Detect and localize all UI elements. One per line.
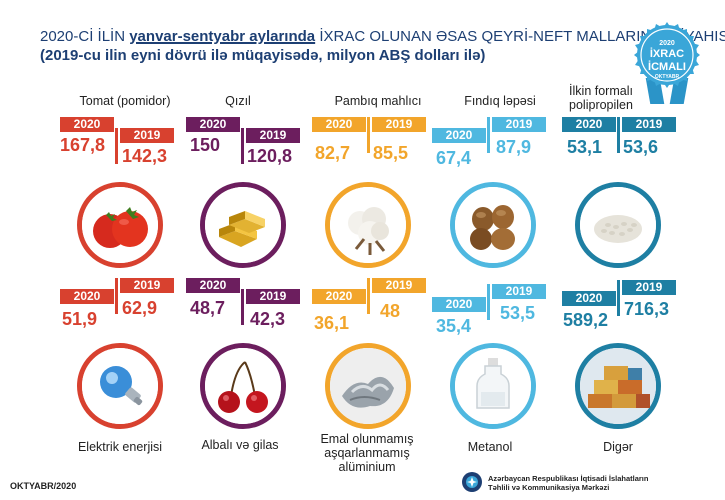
year-tag-2020: 2020 xyxy=(186,117,240,132)
year-tag-2019: 2019 xyxy=(246,289,300,304)
product-image-hazelnut xyxy=(450,182,536,268)
label-gold: Qızıl xyxy=(225,94,251,108)
label-tomato: Tomat (pomidor) xyxy=(79,94,171,108)
emblem-icon xyxy=(462,472,482,492)
year-tag-2019: 2019 xyxy=(372,117,426,132)
year-tag-2019: 2019 xyxy=(492,284,546,299)
header: 2020-Cİ İLİN yanvar-sentyabr aylarında İ… xyxy=(0,0,725,84)
product-image-polypropylene xyxy=(575,182,661,268)
year-tag-2020: 2020 xyxy=(312,289,366,304)
cherry-icon xyxy=(205,348,281,424)
label-cotton: Pambıq mahlıcı xyxy=(334,94,422,108)
value-2020: 67,4 xyxy=(436,148,472,168)
value-2020: 36,1 xyxy=(314,313,350,333)
year-tag-2020: 2020 xyxy=(562,291,616,306)
year-tag-2020: 2020 xyxy=(432,128,486,143)
divider xyxy=(617,117,620,153)
year-tag-2019: 2019 xyxy=(622,117,676,132)
label-methanol: Metanol xyxy=(467,440,513,454)
year-tag-2020: 2020 xyxy=(312,117,366,132)
year-tag-2019: 2019 xyxy=(246,128,300,143)
year-tag-2019: 2019 xyxy=(120,278,174,293)
title-suffix: İXRAC OLUNAN ƏSAS QEYRİ-NEFT MALLARININ … xyxy=(315,28,725,45)
divider xyxy=(241,289,244,325)
value-2019: 120,8 xyxy=(247,146,293,166)
label-cherry: Albalı və gilas xyxy=(201,438,279,452)
value-2020: 53,1 xyxy=(567,137,603,157)
divider xyxy=(367,117,370,153)
page-subtitle: (2019-cu ilin eyni dövrü ilə müqayisədə,… xyxy=(40,47,486,64)
title-prefix: 2020-Cİ İLİN xyxy=(40,28,130,45)
lightbulb-icon xyxy=(82,348,158,424)
label-polypropylene: İlkin formalı polipropilen xyxy=(569,84,633,112)
polypropylene-icon xyxy=(580,187,656,263)
page-title: 2020-Cİ İLİN yanvar-sentyabr aylarında İ… xyxy=(40,28,725,45)
year-tag-2020: 2020 xyxy=(562,117,616,132)
value-2020: 167,8 xyxy=(60,135,106,155)
divider xyxy=(367,278,370,314)
value-2019: 716,3 xyxy=(624,299,670,319)
bottle-icon xyxy=(455,348,531,424)
value-2019: 53,5 xyxy=(500,303,536,323)
product-image-cotton xyxy=(325,182,411,268)
divider xyxy=(617,280,620,316)
value-2019: 85,5 xyxy=(373,143,409,163)
footer-org-line2: Təhlili və Kommunikasiya Mərkəzi xyxy=(488,483,610,492)
year-tag-2020: 2020 xyxy=(60,289,114,304)
year-tag-2019: 2019 xyxy=(372,278,426,293)
year-tag-2019: 2019 xyxy=(622,280,676,295)
value-2020: 82,7 xyxy=(315,143,351,163)
product-image-methanol xyxy=(450,343,536,429)
label-aluminium: Emal olunmamış aşqarlanmamış alüminium xyxy=(320,432,414,474)
label-electricity: Elektrik enerjisi xyxy=(77,440,163,454)
badge-line2: İCMALI xyxy=(648,61,686,73)
divider xyxy=(487,284,490,320)
footer-date: OKTYABR/2020 xyxy=(10,481,77,491)
badge-line1: İXRAC xyxy=(649,48,685,60)
value-2020: 589,2 xyxy=(563,310,609,330)
year-tag-2020: 2020 xyxy=(60,117,114,132)
badge-sub: OKTYABR xyxy=(654,74,680,80)
year-tag-2020: 2020 xyxy=(186,278,240,293)
footer-organization: Azərbaycan Respublikası İqtisadi İslahat… xyxy=(488,474,648,492)
product-image-cherry xyxy=(200,343,286,429)
label-other: Digər xyxy=(603,440,633,454)
product-image-aluminium xyxy=(325,343,411,429)
aluminium-icon xyxy=(330,348,406,424)
product-image-tomato xyxy=(77,182,163,268)
title-period: yanvar-sentyabr aylarında xyxy=(129,28,316,45)
export-review-badge: 2020 İXRAC İCMALI OKTYABR xyxy=(634,22,700,112)
value-2019: 62,9 xyxy=(122,298,158,318)
year-tag-2020: 2020 xyxy=(432,297,486,312)
value-2020: 35,4 xyxy=(436,316,472,336)
product-image-electricity xyxy=(77,343,163,429)
badge-text: 2020 İXRAC İCMALI OKTYABR xyxy=(638,40,696,80)
year-tag-2019: 2019 xyxy=(120,128,174,143)
label-hazelnut: Fındıq ləpəsi xyxy=(464,94,536,108)
year-tag-2019: 2019 xyxy=(492,117,546,132)
value-2019: 142,3 xyxy=(122,146,168,166)
value-2020: 48,7 xyxy=(190,298,226,318)
value-2020: 51,9 xyxy=(62,309,98,329)
value-2019: 87,9 xyxy=(496,137,532,157)
value-2019: 48 xyxy=(380,301,401,321)
value-2019: 42,3 xyxy=(250,309,286,329)
cotton-icon xyxy=(330,187,406,263)
badge-year: 2020 xyxy=(659,40,675,47)
product-image-other xyxy=(575,343,661,429)
product-image-gold xyxy=(200,182,286,268)
footer-org-line1: Azərbaycan Respublikası İqtisadi İslahat… xyxy=(488,474,649,483)
value-2020: 150 xyxy=(190,135,221,155)
rosette-icon xyxy=(634,22,700,88)
value-2019: 53,6 xyxy=(623,137,659,157)
containers-icon xyxy=(580,348,656,424)
tomato-icon xyxy=(82,187,158,263)
divider xyxy=(115,128,118,164)
gold-icon xyxy=(205,187,281,263)
hazelnut-icon xyxy=(455,187,531,263)
divider xyxy=(487,117,490,153)
divider xyxy=(241,128,244,164)
divider xyxy=(115,278,118,314)
